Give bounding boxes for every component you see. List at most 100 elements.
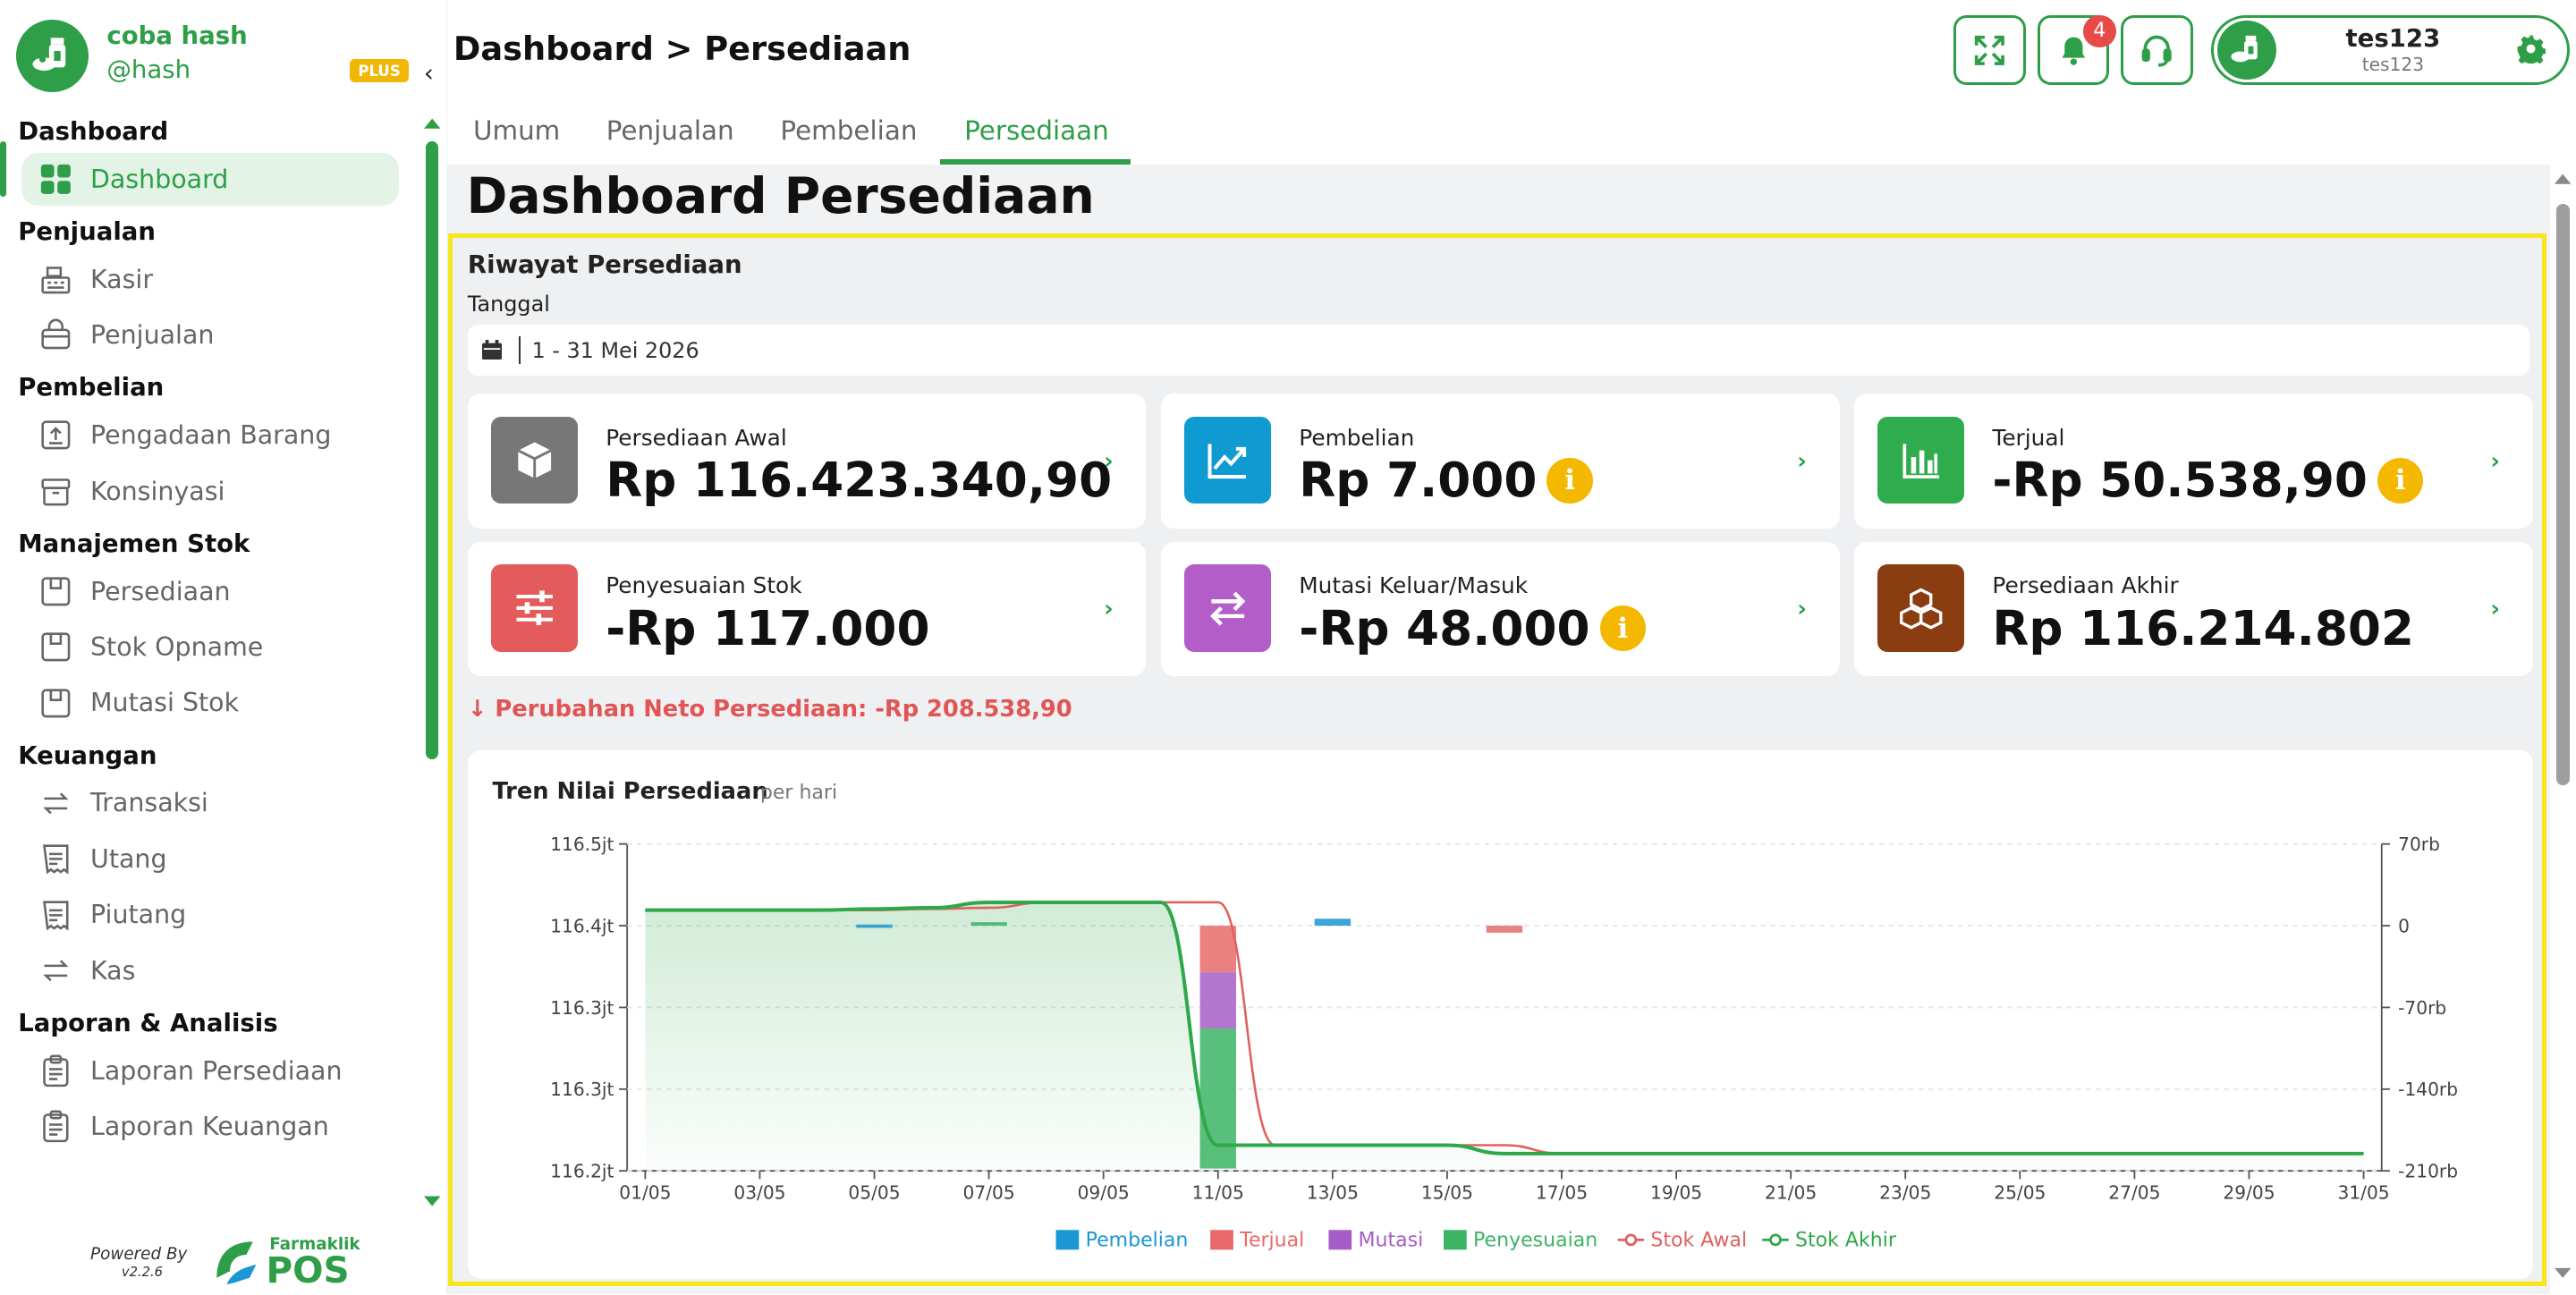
stock-box-icon — [38, 573, 73, 609]
sidebar-item-penjualan[interactable]: Penjualan — [21, 309, 399, 361]
legend-label[interactable]: Terjual — [1239, 1230, 1304, 1252]
summary-card-persediaan-awal[interactable]: Persediaan Awal Rp 116.423.340,90 › — [467, 394, 1147, 529]
sidebar-item-label: Konsinyasi — [90, 476, 225, 506]
sidebar-item-label: Utang — [90, 843, 167, 874]
sidebar-item-konsinyasi[interactable]: Konsinyasi — [21, 465, 399, 518]
right-tick-label: 70rb — [2398, 834, 2440, 855]
card-value: Rp 116.423.340,90 — [606, 453, 1112, 508]
info-icon[interactable]: i — [2377, 457, 2424, 504]
main-scrollbar[interactable] — [2555, 171, 2572, 1288]
legend-label[interactable]: Stok Awal — [1650, 1230, 1747, 1252]
cash-register-icon — [38, 261, 73, 297]
sidebar-item-label: Kas — [90, 955, 136, 986]
x-tick-label: 09/05 — [1078, 1181, 1130, 1203]
card-label: Persediaan Awal — [606, 425, 787, 452]
legend-label[interactable]: Mutasi — [1358, 1230, 1423, 1252]
inventory-trend-chart: 116.5jt 116.4jt 116.3jt 116.3jt 116.2jt 70rb 0… — [550, 834, 2458, 1252]
card-label: Pembelian — [1299, 425, 1415, 452]
sidebar-item-dashboard[interactable]: Dashboard — [21, 152, 400, 206]
notification-count-badge: 4 — [2082, 14, 2116, 48]
user-name: tes123 — [2345, 23, 2441, 53]
card-value-text: -Rp 50.538,90 — [1992, 453, 2368, 509]
inventory-history-panel: Riwayat Persediaan Tanggal 1 - 31 Mei 20… — [448, 233, 2546, 1287]
summary-card-terjual[interactable]: Terjual -Rp 50.538,90 i › — [1854, 394, 2533, 529]
sidebar-item-label: Transaksi — [90, 788, 208, 818]
collapse-sidebar-button[interactable]: ‹ — [424, 59, 434, 88]
left-tick-label: 116.2jt — [550, 1160, 614, 1181]
sidebar-scrollbar[interactable] — [423, 115, 441, 1216]
tab-pembelian[interactable]: Pembelian — [780, 114, 918, 146]
info-icon[interactable]: i — [1546, 457, 1593, 504]
summary-card-mutasi-keluar-masuk[interactable]: Mutasi Keluar/Masuk -Rp 48.000 i › — [1161, 541, 1840, 677]
user-menu[interactable]: tes123 tes123 — [2211, 14, 2570, 86]
sidebar-item-mutasi-stok[interactable]: Mutasi Stok — [21, 677, 399, 730]
active-tab-underline — [939, 159, 1131, 165]
legend-label[interactable]: Penyesuaian — [1473, 1230, 1597, 1252]
nav-section-title: Dashboard — [18, 116, 169, 146]
sidebar-item-laporan-persediaan[interactable]: Laporan Persediaan — [21, 1045, 399, 1097]
grid-icon — [38, 161, 73, 197]
bar-mutasi — [1199, 972, 1236, 1028]
x-tick-label: 11/05 — [1192, 1181, 1244, 1203]
summary-card-pembelian[interactable]: Pembelian Rp 7.000 i › — [1161, 394, 1840, 529]
sidebar-item-laporan-keuangan[interactable]: Laporan Keuangan — [21, 1100, 399, 1153]
receipt-icon — [38, 841, 73, 876]
tab-persediaan[interactable]: Persediaan — [964, 114, 1109, 146]
date-range-input[interactable]: 1 - 31 Mei 2026 — [467, 325, 2529, 377]
clipboard-icon — [38, 1053, 73, 1088]
sidebar-item-piutang[interactable]: Piutang — [21, 888, 399, 941]
arrow-down-icon: ↓ — [467, 696, 496, 724]
right-tick-label: -140rb — [2398, 1079, 2458, 1100]
card-value: -Rp 117.000 — [606, 601, 929, 656]
nav-section-title: Penjualan — [18, 216, 156, 246]
main-content: Dashboard Persediaan Riwayat Persediaan … — [446, 164, 2550, 1295]
sidebar-item-transaksi[interactable]: Transaksi — [21, 777, 399, 830]
nav-section-title: Manajemen Stok — [18, 529, 250, 558]
brand-handle: @hash — [106, 55, 191, 85]
x-tick-label: 03/05 — [733, 1181, 785, 1203]
legend-label[interactable]: Stok Akhir — [1795, 1230, 1897, 1252]
legend-swatch-pembelian — [1055, 1230, 1080, 1250]
chevron-right-icon: › — [1797, 447, 1807, 475]
sidebar-item-label: Dashboard — [90, 164, 229, 194]
breadcrumb: Dashboard > Persediaan — [453, 30, 911, 69]
fullscreen-button[interactable] — [1953, 14, 2026, 86]
legend-swatch-terjual — [1210, 1230, 1233, 1250]
x-tick-label: 31/05 — [2337, 1181, 2389, 1203]
date-range-value: 1 - 31 Mei 2026 — [531, 337, 699, 363]
legend-label[interactable]: Pembelian — [1086, 1230, 1189, 1252]
arrows-swap-icon — [1183, 564, 1272, 652]
x-tick-label: 29/05 — [2223, 1181, 2275, 1203]
support-button[interactable] — [2121, 14, 2193, 86]
summary-card-penyesuaian-stok[interactable]: Penyesuaian Stok -Rp 117.000 › — [467, 541, 1147, 677]
left-tick-label: 116.3jt — [550, 1079, 614, 1100]
sidebar-item-label: Mutasi Stok — [90, 688, 240, 718]
card-label: Penyesuaian Stok — [606, 572, 802, 599]
net-change-label: ↓ Perubahan Neto Persediaan: -Rp 208.538… — [468, 696, 1072, 723]
sidebar-item-utang[interactable]: Utang — [21, 833, 399, 885]
tab-penjualan[interactable]: Penjualan — [606, 114, 734, 146]
nav-section-title: Keuangan — [18, 741, 157, 770]
sidebar-item-kas[interactable]: Kas — [21, 944, 399, 997]
card-value: -Rp 48.000 i — [1299, 601, 1646, 656]
chevron-right-icon: › — [2490, 447, 2500, 475]
calendar-icon — [482, 339, 503, 360]
line-stok-akhir — [645, 900, 2364, 1155]
sidebar-item-pengadaan-barang[interactable]: Pengadaan Barang — [21, 409, 399, 461]
receipt-icon — [38, 897, 73, 933]
sidebar-item-stok-opname[interactable]: Stok Opname — [21, 621, 399, 673]
shopping-bag-icon — [38, 317, 73, 352]
chart-subtitle: per hari — [759, 781, 838, 804]
gear-icon[interactable] — [2516, 34, 2547, 70]
main-scroll-thumb[interactable] — [2555, 203, 2570, 785]
sidebar-scroll-thumb[interactable] — [425, 140, 439, 759]
tab-umum[interactable]: Umum — [472, 114, 561, 146]
info-icon[interactable]: i — [1599, 605, 1646, 652]
x-tick-label: 27/05 — [2108, 1181, 2160, 1203]
summary-card-persediaan-akhir[interactable]: Persediaan Akhir Rp 116.214.802 › — [1854, 541, 2533, 677]
section-title: Riwayat Persediaan — [467, 250, 742, 280]
sidebar-item-kasir[interactable]: Kasir — [21, 253, 399, 306]
sidebar-item-persediaan[interactable]: Persediaan — [21, 565, 399, 618]
nav-section-title: Pembelian — [18, 373, 165, 402]
